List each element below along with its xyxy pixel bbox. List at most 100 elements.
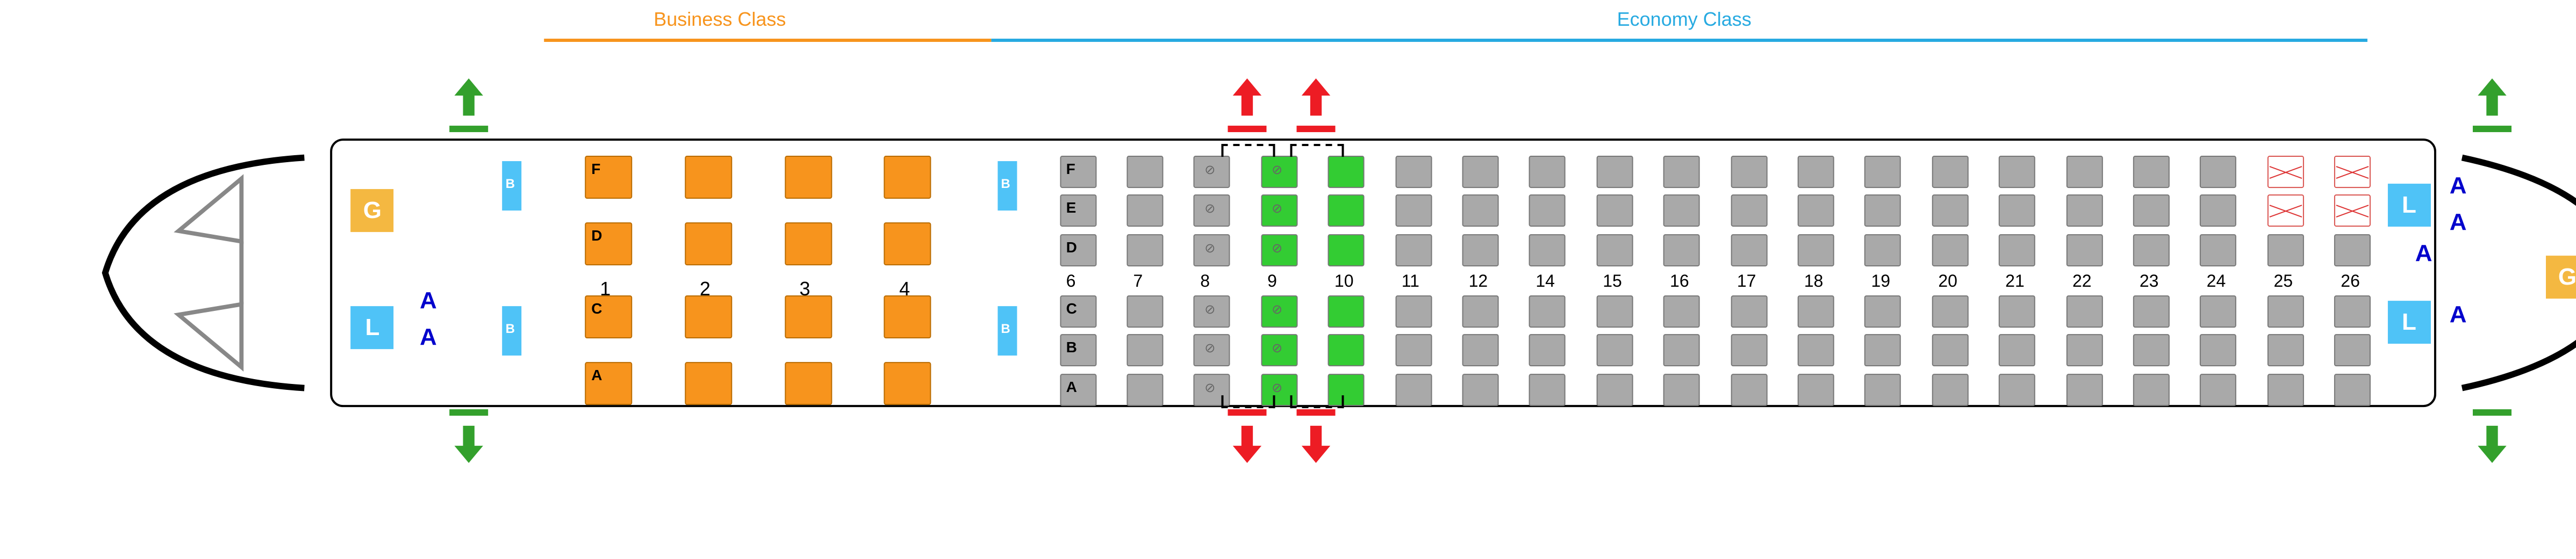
front-exit-top	[454, 78, 484, 121]
seat-11C	[1395, 295, 1432, 328]
seat-2F	[685, 156, 732, 199]
galley-front: G	[351, 189, 394, 232]
business-class-label: Business Class	[654, 9, 786, 31]
fuselage-body	[331, 139, 2436, 406]
seat-25C	[2267, 295, 2304, 328]
economy-class-line	[991, 39, 2367, 42]
seat-23A	[2133, 373, 2170, 405]
cockpit	[69, 147, 330, 398]
seat-25F	[2267, 156, 2304, 188]
seat-19F	[1865, 156, 1901, 188]
business-class-line	[543, 39, 991, 42]
closet-label-3: B	[1001, 321, 1010, 336]
seat-23C	[2133, 295, 2170, 328]
no-recline-8D: ⊘	[1204, 240, 1215, 255]
overwing-door-bottom-0	[1221, 396, 1275, 409]
front-exit-bottom	[454, 420, 484, 463]
row-number-2: 2	[700, 278, 711, 301]
seat-6C	[1060, 295, 1096, 328]
seat-6B-label: B	[1066, 339, 1077, 356]
seat-14B	[1529, 335, 1566, 367]
seat-12D	[1462, 234, 1499, 266]
seat-22C	[2066, 295, 2103, 328]
no-recline-8C: ⊘	[1204, 302, 1215, 317]
seat-18D	[1798, 234, 1834, 266]
seat-4A	[884, 362, 931, 405]
seat-15B	[1596, 335, 1633, 367]
row-number-15: 15	[1603, 273, 1622, 292]
seat-15E	[1596, 194, 1633, 227]
seat-22D	[2066, 234, 2103, 266]
seat-24B	[2200, 335, 2237, 367]
seat-10E	[1328, 194, 1365, 227]
no-recline-8B: ⊘	[1204, 341, 1215, 356]
attendant-mark-0: A	[420, 287, 437, 315]
seat-7D	[1126, 234, 1163, 266]
seat-3F	[784, 156, 831, 199]
seat-6D-label: D	[1066, 238, 1077, 255]
row-number-23: 23	[2140, 273, 2159, 292]
seat-21F	[1999, 156, 2035, 188]
row-number-14: 14	[1535, 273, 1555, 292]
overwing-door-bottom-1	[1290, 396, 1344, 409]
row-number-26: 26	[2341, 273, 2360, 292]
lavatory-front: L	[351, 306, 394, 349]
seat-15F	[1596, 156, 1633, 188]
row-number-16: 16	[1670, 273, 1689, 292]
seat-14E	[1529, 194, 1566, 227]
front-exit-top-bar	[450, 126, 489, 132]
seat-10D	[1328, 234, 1365, 266]
seat-6E	[1060, 194, 1096, 227]
overwing-exit-1-top-bar	[1228, 126, 1266, 132]
overwing-door-top-1	[1290, 144, 1344, 157]
seat-21E	[1999, 194, 2035, 227]
seat-1D-label: D	[591, 227, 602, 244]
overwing-exit-1-bottom-bar	[1228, 409, 1266, 416]
seat-14A	[1529, 373, 1566, 405]
row-number-24: 24	[2207, 273, 2226, 292]
seat-21B	[1999, 335, 2035, 367]
row-number-6: 6	[1066, 273, 1076, 292]
seat-6C-label: C	[1066, 300, 1077, 317]
no-recline-9E: ⊘	[1272, 201, 1282, 216]
seat-4D	[884, 222, 931, 265]
seat-20C	[1932, 295, 1968, 328]
no-recline-9B: ⊘	[1272, 341, 1282, 356]
seat-22B	[2066, 335, 2103, 367]
seat-1A-label: A	[591, 367, 602, 384]
seat-3C	[784, 295, 831, 338]
seat-10F	[1328, 156, 1365, 188]
seat-24F	[2200, 156, 2237, 188]
row-number-7: 7	[1133, 273, 1143, 292]
seat-23D	[2133, 234, 2170, 266]
seat-20A	[1932, 373, 1968, 405]
row-number-1: 1	[600, 278, 611, 301]
seat-7B	[1126, 335, 1163, 367]
row-number-17: 17	[1737, 273, 1756, 292]
seat-22A	[2066, 373, 2103, 405]
row-number-19: 19	[1871, 273, 1891, 292]
rear-exit-top	[2477, 78, 2507, 121]
closet-label-0: B	[506, 176, 515, 191]
seat-25E	[2267, 194, 2304, 227]
seat-15C	[1596, 295, 1633, 328]
seat-16D	[1663, 234, 1700, 266]
seat-17D	[1731, 234, 1767, 266]
lavatory-rear-2: L	[2388, 301, 2431, 344]
seat-19D	[1865, 234, 1901, 266]
seat-26E	[2334, 194, 2371, 227]
seat-22F	[2066, 156, 2103, 188]
seat-17C	[1731, 295, 1767, 328]
seat-26F	[2334, 156, 2371, 188]
economy-class-label: Economy Class	[1617, 9, 1752, 31]
closet-label-2: B	[1001, 176, 1010, 191]
seat-6A-label: A	[1066, 377, 1077, 395]
row-number-10: 10	[1334, 273, 1354, 292]
seat-14D	[1529, 234, 1566, 266]
seat-6F	[1060, 156, 1096, 188]
seat-17A	[1731, 373, 1767, 405]
seat-16F	[1663, 156, 1700, 188]
seat-23B	[2133, 335, 2170, 367]
seat-11B	[1395, 335, 1432, 367]
seat-16E	[1663, 194, 1700, 227]
